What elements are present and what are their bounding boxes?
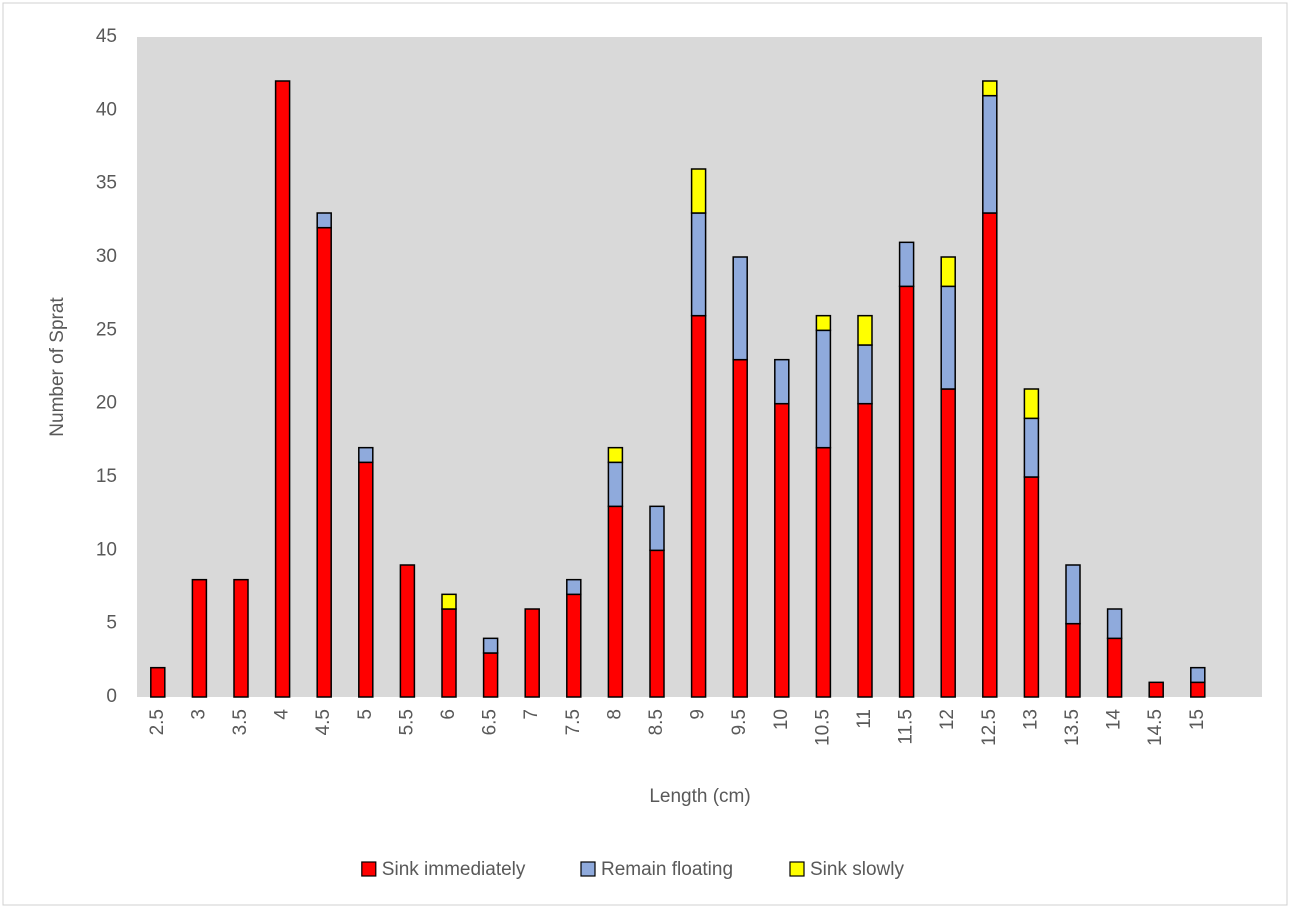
legend-swatch: [361, 861, 377, 877]
bar-segment: [732, 256, 748, 361]
x-tick-label: 4: [272, 709, 293, 720]
legend-label: Sink immediately: [382, 859, 526, 880]
bar-segment: [1065, 564, 1081, 625]
bar-segment: [358, 446, 374, 464]
bar-segment: [233, 578, 249, 698]
x-tick-label: 9: [688, 709, 709, 720]
y-tick-label: 20: [96, 393, 117, 414]
bar-segment: [1106, 637, 1123, 698]
x-tick-label: 12.5: [979, 709, 1000, 746]
bar-segment: [898, 285, 915, 698]
bar-segment: [857, 402, 873, 698]
bar-segment: [649, 505, 665, 552]
legend-swatch: [789, 861, 805, 877]
bar-segment: [940, 256, 956, 288]
y-tick-label: 5: [106, 613, 117, 634]
bar-segment: [1023, 388, 1040, 420]
x-tick-label: 7: [521, 709, 542, 720]
x-tick-label: 11: [854, 709, 875, 729]
bar-segment: [815, 314, 832, 332]
legend-label: Remain floating: [601, 859, 733, 880]
x-tick-label: 8.5: [646, 709, 667, 735]
y-tick-label: 15: [96, 466, 117, 487]
x-tick-label: 13.5: [1062, 709, 1083, 746]
bar-segment: [898, 241, 915, 288]
bar-segment: [1106, 608, 1123, 640]
bar-segment: [982, 94, 998, 214]
bar-segment: [191, 578, 208, 698]
y-tick-label: 40: [96, 99, 117, 120]
bar-segment: [316, 212, 332, 229]
bar-segment: [690, 314, 707, 698]
x-tick-label: 6: [438, 709, 459, 720]
bar-segment: [482, 637, 499, 654]
x-tick-label: 12: [937, 709, 958, 730]
bar-segment: [815, 329, 832, 449]
x-tick-label: 13: [1020, 709, 1041, 730]
bar-segment: [316, 226, 332, 698]
x-tick-label: 14: [1104, 709, 1125, 731]
bar-segment: [1023, 476, 1040, 698]
x-tick-label: 14.5: [1145, 709, 1166, 746]
x-tick-label: 6.5: [480, 709, 501, 735]
bar-segment: [566, 578, 582, 596]
bar-segment: [399, 564, 416, 698]
y-tick-label: 10: [96, 539, 117, 560]
bar-segment: [982, 212, 998, 698]
bar-segment: [857, 344, 873, 405]
bar-segment: [1148, 681, 1164, 698]
y-tick-label: 30: [96, 246, 117, 267]
bar-segment: [150, 666, 166, 698]
bar-segment: [358, 461, 374, 698]
x-tick-label: 5.5: [396, 709, 417, 735]
bar-segment: [607, 446, 624, 464]
x-tick-label: 10: [771, 709, 792, 730]
bar-segment: [441, 593, 457, 610]
bar-segment: [607, 505, 624, 698]
x-axis-title: Length (cm): [649, 786, 750, 807]
x-tick-label: 15: [1187, 709, 1208, 730]
bar-segment: [1190, 681, 1206, 698]
y-tick-label: 45: [96, 26, 117, 47]
x-tick-label: 3: [188, 709, 209, 720]
x-tick-label: 3.5: [230, 709, 251, 735]
y-axis-title: Number of Sprat: [47, 297, 68, 437]
bar-segment: [274, 80, 291, 698]
bar-segment: [524, 608, 540, 698]
bar-segment: [815, 446, 832, 698]
bar-segment: [1065, 622, 1081, 698]
bar-segment: [607, 461, 624, 508]
x-tick-label: 9.5: [729, 709, 750, 735]
bar-segment: [857, 314, 873, 346]
y-tick-label: 35: [96, 173, 117, 194]
bar-segment: [940, 285, 956, 390]
legend-swatch: [580, 861, 596, 877]
bar-segment: [649, 549, 665, 698]
x-tick-label: 7.5: [563, 709, 584, 735]
bar-segment: [732, 358, 748, 698]
x-tick-label: 11.5: [896, 709, 917, 745]
x-tick-label: 4.5: [313, 709, 334, 735]
bar-segment: [690, 212, 707, 317]
x-tick-label: 2.5: [147, 709, 168, 735]
bar-segment: [566, 593, 582, 698]
x-tick-label: 10.5: [812, 709, 833, 746]
bar-segment: [1190, 666, 1206, 684]
bar-segment: [1023, 417, 1040, 478]
bar-segment: [690, 168, 707, 214]
y-tick-label: 25: [96, 319, 117, 340]
legend-label: Sink slowly: [810, 859, 904, 880]
bar-segment: [774, 402, 790, 698]
bar-segment: [482, 652, 499, 698]
y-tick-label: 0: [106, 686, 117, 707]
x-tick-label: 8: [604, 709, 625, 720]
bar-segment: [441, 608, 457, 698]
x-tick-label: 5: [355, 709, 376, 720]
bar-segment: [940, 388, 956, 698]
bar-segment: [774, 358, 790, 405]
bar-segment: [982, 80, 998, 97]
